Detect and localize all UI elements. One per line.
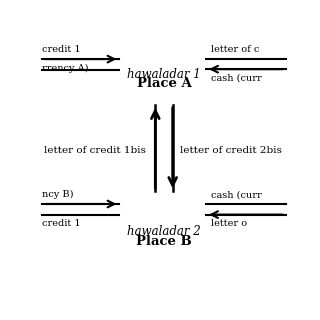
Text: letter of c: letter of c <box>211 45 260 54</box>
Text: Place B: Place B <box>136 235 192 248</box>
Text: rrency A): rrency A) <box>43 64 89 73</box>
Text: letter of credit 1bis: letter of credit 1bis <box>44 146 146 155</box>
Text: cash (curr: cash (curr <box>211 190 262 199</box>
Text: hawaladar 2: hawaladar 2 <box>127 225 201 238</box>
Text: hawaladar 1: hawaladar 1 <box>127 68 201 81</box>
Text: letter of credit 2bis: letter of credit 2bis <box>180 146 282 155</box>
Text: cash (curr: cash (curr <box>211 73 262 82</box>
Text: credit 1: credit 1 <box>43 219 81 228</box>
Text: Place A: Place A <box>137 77 191 91</box>
Text: letter o: letter o <box>211 219 247 228</box>
Text: ncy B): ncy B) <box>43 190 74 199</box>
Text: credit 1: credit 1 <box>43 45 81 54</box>
